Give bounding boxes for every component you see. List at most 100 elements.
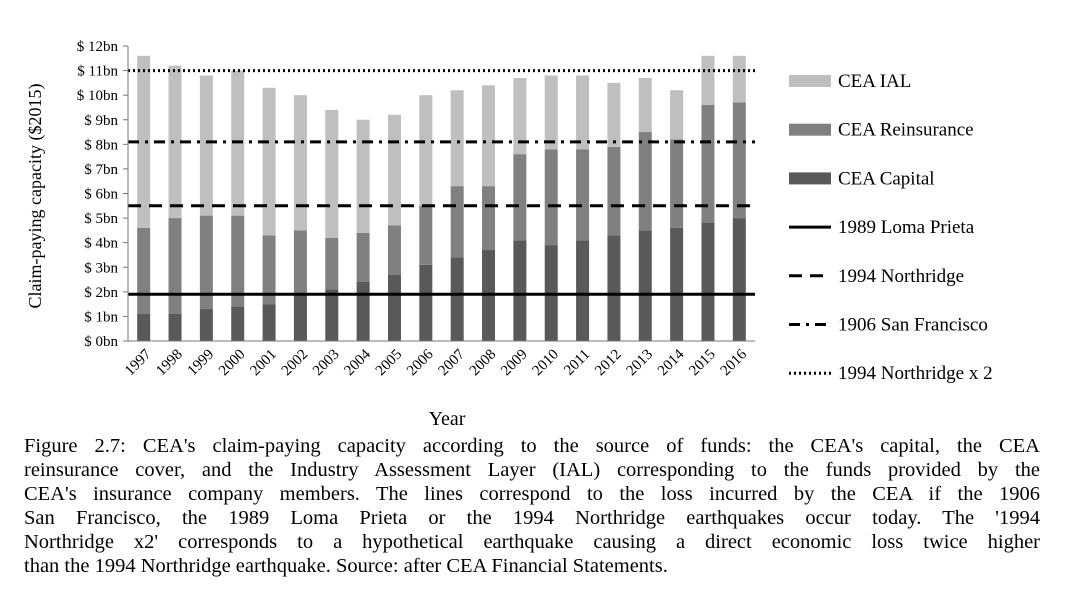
x-tick-label: 2006 — [404, 346, 437, 379]
bar-cea-reinsurance-2002 — [293, 230, 307, 295]
bar-cea-ial-2002 — [293, 95, 307, 231]
bar-cea-capital-2003 — [325, 289, 339, 341]
bar-cea-reinsurance-2003 — [325, 237, 339, 290]
bar-cea-ial-2001 — [262, 87, 276, 236]
legend-label-cea-capital: CEA Capital — [838, 168, 935, 189]
bar-cea-capital-2000 — [231, 306, 245, 341]
bar-cea-ial-2015 — [701, 55, 715, 105]
bar-cea-ial-1997 — [137, 55, 151, 228]
x-tick-label: 2009 — [498, 347, 531, 380]
bar-cea-ial-2005 — [387, 114, 401, 226]
bar-cea-capital-2001 — [262, 304, 276, 341]
caption-line: CEA's insurance company members. The lin… — [24, 483, 1040, 505]
bar-cea-ial-2004 — [356, 119, 370, 233]
bar-cea-reinsurance-2013 — [638, 132, 652, 231]
bar-cea-capital-2013 — [638, 230, 652, 341]
bar-cea-ial-2007 — [450, 90, 464, 187]
bar-cea-reinsurance-2001 — [262, 235, 276, 305]
x-axis-label: Year — [429, 408, 466, 430]
legend-label-cea-ial: CEA IAL — [838, 71, 911, 92]
bar-cea-reinsurance-2009 — [513, 154, 527, 241]
bar-cea-capital-2016 — [732, 218, 746, 341]
reference-lines-layer — [128, 69, 755, 296]
x-tick-label: 2014 — [655, 346, 688, 379]
bar-cea-reinsurance-2011 — [576, 149, 590, 241]
bar-cea-ial-2008 — [482, 85, 496, 187]
bar-cea-reinsurance-1997 — [137, 227, 151, 314]
x-tick-label: 2000 — [216, 347, 249, 380]
bar-cea-ial-2003 — [325, 109, 339, 238]
y-tick-label: $ 9bn — [84, 113, 118, 129]
y-tick-label: $ 3bn — [84, 260, 118, 276]
y-tick-label: $ 6bn — [84, 187, 118, 203]
bar-cea-reinsurance-2008 — [482, 186, 496, 251]
legend-label-cea-reinsurance: CEA Reinsurance — [838, 120, 974, 141]
bar-cea-ial-2009 — [513, 77, 527, 155]
bar-cea-capital-1997 — [137, 313, 151, 341]
claim-paying-capacity-chart: $ 0bn $ 1bn $ 2bn $ 3bn $ 4bn $ 5bn $ 6bn $ 7bn… — [25, 39, 993, 430]
legend-label-1994-northridge-x-2: 1994 Northridge x 2 — [838, 363, 993, 384]
x-tick-label: 2005 — [373, 347, 406, 380]
x-tick-label: 2007 — [435, 346, 468, 379]
y-tick-label: $ 11bn — [77, 64, 118, 80]
caption-line: Northridge x2' corresponds to a hypothet… — [24, 531, 1040, 553]
x-tick-label: 1998 — [153, 347, 186, 380]
bar-cea-capital-2009 — [513, 240, 527, 341]
x-tick-label: 1997 — [122, 346, 155, 379]
bar-cea-reinsurance-2007 — [450, 186, 464, 258]
x-tick-label: 1999 — [185, 347, 218, 380]
y-tick-label: $ 12bn — [77, 39, 119, 55]
bar-cea-ial-2011 — [576, 75, 590, 150]
y-tick-label: $ 2bn — [84, 285, 118, 301]
bar-cea-capital-2006 — [419, 264, 433, 341]
legend-swatch-cea-capital — [789, 172, 831, 185]
bar-cea-capital-2002 — [293, 294, 307, 341]
caption-line: San Francisco, the 1989 Loma Prieta or t… — [24, 507, 1040, 529]
bars-layer — [137, 55, 746, 341]
figure-caption: Figure 2.7: CEA's claim-paying capacity … — [24, 434, 1040, 578]
bar-cea-ial-2014 — [670, 90, 684, 140]
caption-line: reinsurance cover, and the Industry Asse… — [24, 459, 1040, 481]
x-tick-label: 2001 — [247, 347, 280, 380]
legend: CEA IAL CEA Reinsurance CEA Capital 1989 Lo… — [789, 71, 993, 384]
bar-cea-ial-1999 — [199, 75, 213, 216]
x-tick-label: 2012 — [592, 347, 625, 380]
y-tick-label: $ 7bn — [84, 162, 118, 178]
x-tick-label: 2016 — [718, 346, 751, 379]
bar-cea-ial-2012 — [607, 82, 621, 147]
bar-cea-capital-2004 — [356, 282, 370, 341]
x-tick-label: 2011 — [561, 347, 593, 379]
bar-cea-reinsurance-2010 — [544, 149, 558, 246]
bar-cea-reinsurance-1998 — [168, 218, 182, 314]
bar-cea-reinsurance-2000 — [231, 215, 245, 307]
legend-swatch-cea-ial — [789, 75, 831, 87]
bar-cea-reinsurance-2005 — [387, 225, 401, 275]
bar-cea-reinsurance-1999 — [199, 215, 213, 310]
bar-cea-capital-2005 — [387, 274, 401, 341]
bar-cea-reinsurance-2014 — [670, 139, 684, 228]
bar-cea-capital-2012 — [607, 235, 621, 341]
caption-line: than the 1994 Northridge earthquake. Sou… — [24, 555, 668, 577]
y-tick-label: $ 10bn — [77, 88, 119, 104]
legend-label-1906-san-francisco: 1906 San Francisco — [838, 315, 988, 336]
x-tick-label: 2010 — [530, 347, 563, 380]
bar-cea-reinsurance-2006 — [419, 205, 433, 265]
bar-cea-ial-2016 — [732, 55, 746, 103]
y-tick-label: $ 4bn — [84, 236, 118, 252]
bar-cea-ial-2010 — [544, 75, 558, 150]
x-tick-label: 2002 — [279, 347, 312, 380]
bar-cea-reinsurance-2015 — [701, 105, 715, 223]
bar-cea-capital-2014 — [670, 227, 684, 341]
legend-swatch-cea-reinsurance — [789, 123, 831, 136]
bar-cea-capital-2007 — [450, 257, 464, 341]
bar-cea-reinsurance-2004 — [356, 232, 370, 282]
x-tick-label: 2003 — [310, 347, 343, 380]
y-tick-label: $ 1bn — [84, 309, 118, 325]
y-axis-label: Claim-paying capacity ($2015) — [25, 84, 46, 309]
x-tick-label: 2004 — [341, 346, 374, 379]
x-tick-label: 2013 — [624, 347, 657, 380]
bar-cea-ial-2006 — [419, 95, 433, 206]
caption-line: Figure 2.7: CEA's claim-paying capacity … — [24, 435, 1040, 457]
legend-label-1989-loma-prieta: 1989 Loma Prieta — [838, 217, 975, 238]
x-tick-label: 2008 — [467, 347, 500, 380]
